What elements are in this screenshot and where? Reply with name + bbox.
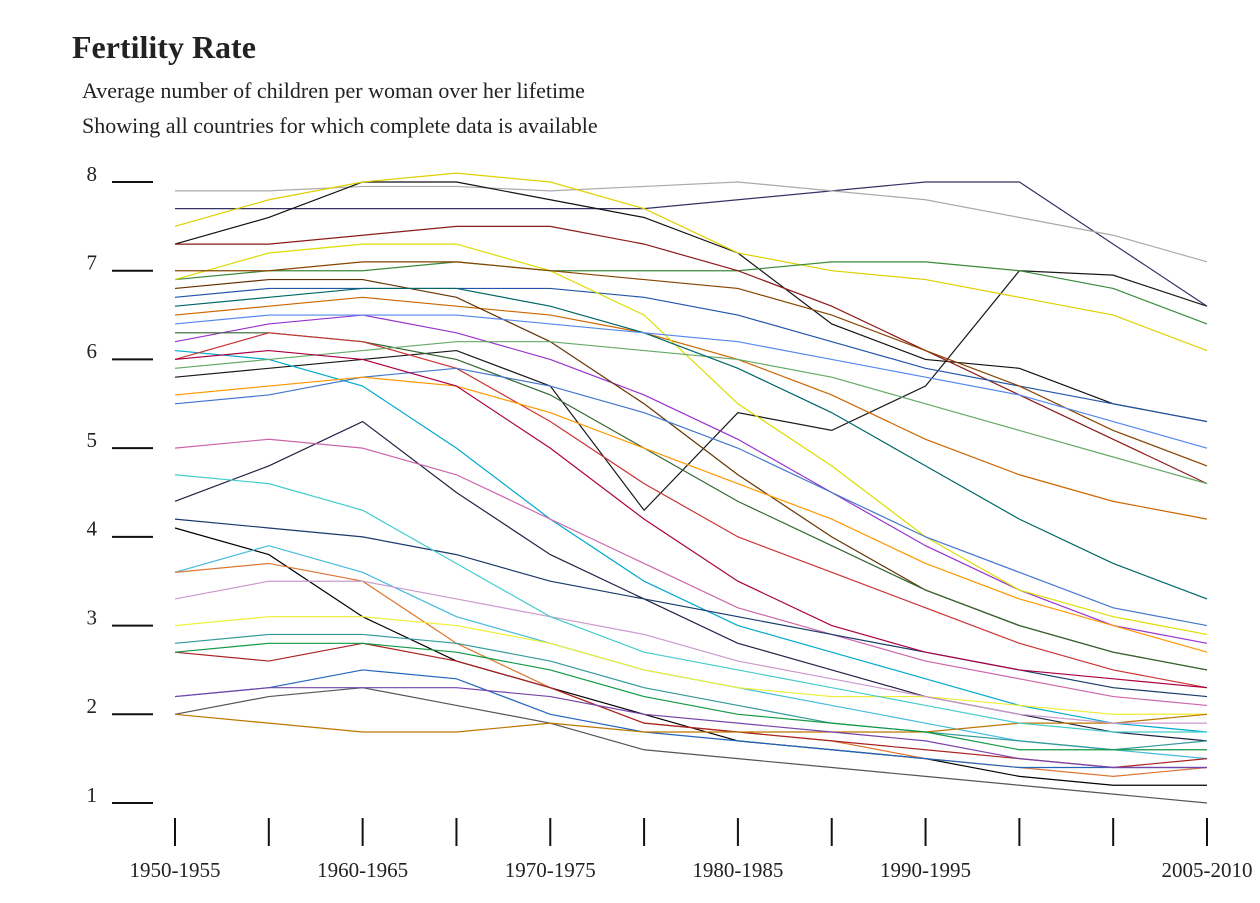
series-line bbox=[174, 181, 1208, 423]
series-line bbox=[175, 181, 1208, 263]
series-line bbox=[174, 713, 1208, 733]
y-tick-label: 3 bbox=[87, 605, 98, 629]
series-line bbox=[174, 261, 1208, 325]
series-line bbox=[175, 181, 1208, 307]
y-tick-label: 5 bbox=[87, 428, 98, 452]
y-tick-label: 6 bbox=[87, 339, 98, 363]
series-line bbox=[174, 349, 1208, 689]
x-tick-label: 1970-1975 bbox=[505, 858, 596, 882]
series-line bbox=[174, 314, 1208, 449]
chart-subtitle: Average number of children per woman ove… bbox=[82, 78, 585, 103]
x-tick-label: 1960-1965 bbox=[317, 858, 408, 882]
chart-title: Fertility Rate bbox=[72, 29, 256, 65]
series-line bbox=[174, 580, 1207, 724]
series-line bbox=[174, 616, 1207, 715]
series-line bbox=[174, 642, 1207, 751]
series-line bbox=[174, 527, 1207, 786]
series-line bbox=[174, 376, 1208, 653]
series-line bbox=[174, 314, 1208, 644]
series-line bbox=[174, 420, 1208, 742]
y-tick-label: 7 bbox=[87, 251, 98, 275]
series-line bbox=[174, 669, 1207, 769]
series-line bbox=[174, 270, 1208, 512]
series-line bbox=[174, 287, 1208, 423]
y-tick-label: 8 bbox=[87, 162, 98, 186]
series-line bbox=[175, 225, 1208, 485]
series-line bbox=[174, 367, 1208, 627]
series-line bbox=[174, 243, 1208, 636]
series-line bbox=[174, 296, 1208, 520]
series-line bbox=[174, 687, 1208, 804]
x-tick-label: 1950-1955 bbox=[130, 858, 221, 882]
y-tick-label: 4 bbox=[87, 517, 98, 541]
y-tick-label: 2 bbox=[87, 694, 98, 718]
series-line bbox=[174, 633, 1208, 751]
series-line bbox=[174, 518, 1208, 698]
series-line bbox=[174, 332, 1208, 689]
series-line bbox=[174, 287, 1208, 600]
x-tick-label: 1980-1985 bbox=[692, 858, 783, 882]
series-line bbox=[174, 474, 1207, 733]
series-line bbox=[175, 261, 1208, 467]
chart-subtitle: Showing all countries for which complete… bbox=[82, 113, 598, 138]
y-tick-label: 1 bbox=[87, 783, 98, 807]
series-line bbox=[174, 341, 1208, 485]
series-line bbox=[174, 687, 1207, 769]
x-tick-label: 1990-1995 bbox=[880, 858, 971, 882]
series-line bbox=[174, 172, 1208, 352]
x-tick-label: 2005-2010 bbox=[1162, 858, 1253, 882]
series-line bbox=[174, 349, 1208, 733]
series-line bbox=[174, 438, 1208, 707]
